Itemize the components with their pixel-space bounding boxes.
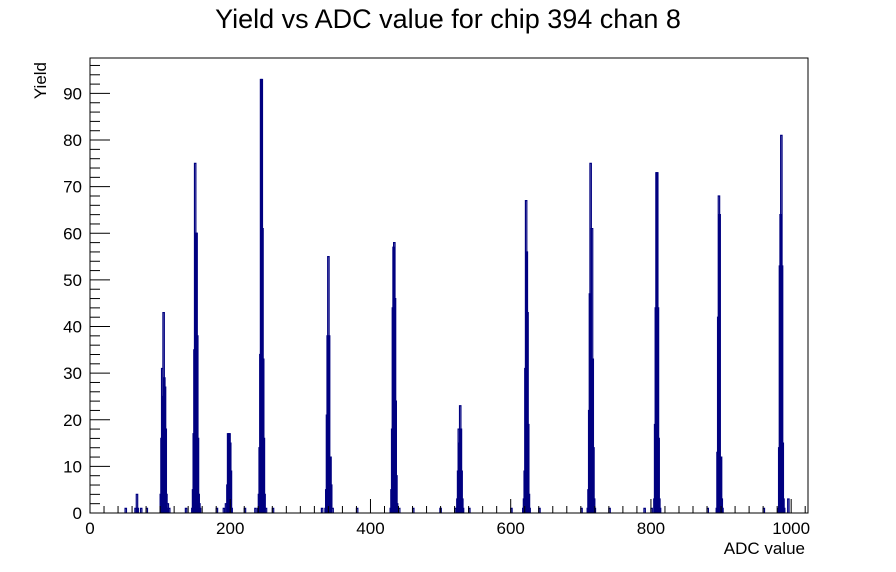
histogram-bin (139, 507, 143, 513)
histogram-bin (320, 507, 324, 513)
y-tick-label: 30 (63, 364, 82, 383)
histogram-bin (526, 311, 529, 513)
histogram-bin (263, 493, 266, 513)
histogram-bin (780, 265, 784, 513)
histogram-bars (124, 78, 790, 513)
histogram-bin (195, 335, 199, 513)
x-axis-label: ADC value (724, 539, 805, 558)
histogram-bin (525, 251, 529, 513)
y-axis-ticks: 0 10 20 30 40 50 60 70 80 90 (63, 64, 110, 523)
y-tick-label: 60 (63, 224, 82, 243)
x-tick-label: 800 (637, 519, 665, 538)
histogram-bin (262, 437, 266, 513)
y-axis-label: Yield (31, 62, 50, 99)
histogram-bin (718, 214, 721, 513)
histogram-bin (526, 423, 530, 513)
y-tick-label: 50 (63, 271, 82, 290)
histogram-bin (717, 195, 721, 513)
histogram-bin (327, 255, 330, 513)
x-tick-label: 1000 (772, 519, 810, 538)
y-tick-label: 0 (73, 504, 82, 523)
histogram-bin (135, 493, 139, 513)
histogram-bin (461, 507, 465, 513)
y-tick-label: 10 (63, 457, 82, 476)
histogram-bin (184, 507, 188, 513)
histogram-bin (229, 470, 233, 513)
histogram-bin (591, 358, 595, 513)
histogram-bin (461, 498, 464, 513)
histogram-bin (657, 437, 660, 513)
histogram-bin (261, 228, 264, 513)
histogram-bin (254, 507, 257, 513)
histogram-bin (198, 507, 202, 513)
histogram-bin (230, 507, 233, 513)
histogram-bin (643, 507, 646, 513)
x-tick-label: 0 (85, 519, 94, 538)
histogram-bin (655, 172, 659, 513)
histogram-bin (395, 475, 398, 513)
histogram-bin (528, 507, 531, 513)
histogram-bin (658, 498, 661, 513)
histogram-bin (228, 442, 232, 513)
histogram-bin (394, 400, 398, 513)
y-tick-label: 40 (63, 318, 82, 337)
histogram-bin (592, 447, 595, 513)
x-axis-ticks: 0 200 400 600 800 1000 (85, 499, 810, 538)
histogram-bin (460, 470, 463, 513)
histogram-bin (167, 507, 171, 513)
histogram-bin (787, 498, 790, 513)
histogram-bin (331, 507, 334, 513)
x-tick-label: 600 (497, 519, 525, 538)
x-tick-label: 200 (216, 519, 244, 538)
histogram-bin (124, 507, 128, 513)
histogram-bin (393, 297, 397, 513)
histogram-bin (329, 484, 333, 513)
y-tick-label: 90 (63, 84, 82, 103)
histogram-bin (264, 507, 268, 513)
histogram-bin (327, 335, 331, 513)
histogram-bin (136, 507, 139, 513)
histogram-bin (195, 232, 198, 513)
histogram-bin (261, 358, 265, 513)
histogram-bin (458, 405, 462, 513)
x-tick-label: 400 (356, 519, 384, 538)
y-tick-label: 80 (63, 131, 82, 150)
histogram-bin (260, 78, 264, 513)
histogram-bin (781, 442, 785, 513)
plot-frame (89, 57, 809, 514)
histogram-bin (721, 507, 724, 513)
histogram-bin (163, 386, 167, 513)
histogram-bin (658, 507, 662, 513)
histogram-bin (656, 307, 660, 513)
y-tick-label: 20 (63, 411, 82, 430)
histogram-bin (782, 498, 785, 513)
y-tick-label: 70 (63, 178, 82, 197)
histogram-bin (719, 456, 723, 513)
histogram-bin (196, 437, 200, 513)
histogram-bin (780, 134, 783, 513)
histogram-bin (590, 228, 594, 513)
histogram-bin (222, 507, 226, 513)
histogram-bin (393, 242, 396, 513)
histogram-bin (782, 507, 786, 513)
histogram-bin (395, 503, 399, 513)
histogram-bin (527, 493, 531, 513)
chart-title: Yield vs ADC value for chip 394 chan 8 (215, 4, 681, 34)
histogram-bin (164, 428, 168, 513)
